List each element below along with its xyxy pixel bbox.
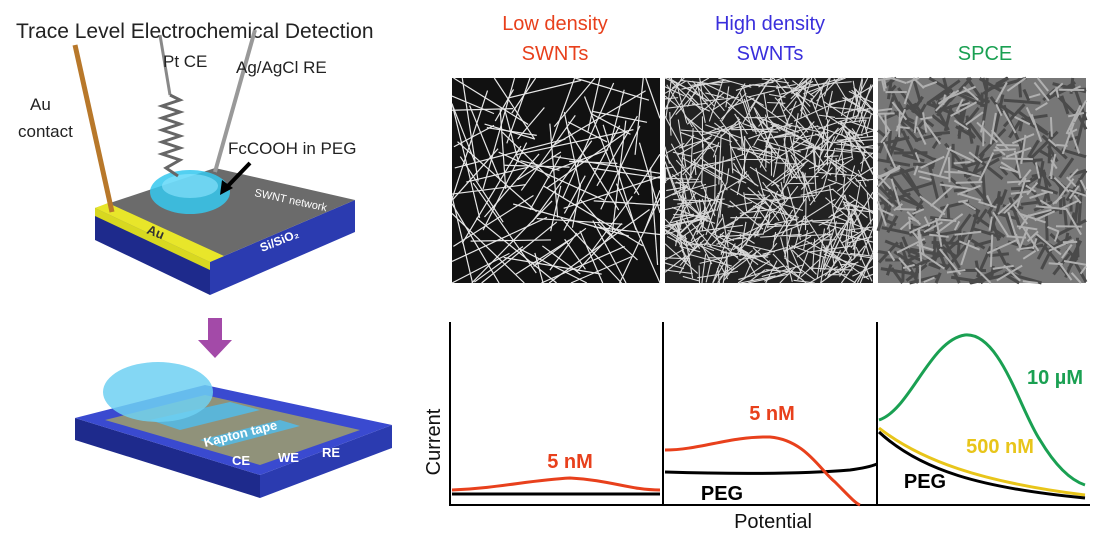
texture	[885, 114, 886, 137]
curve-label: 10 µM	[1027, 367, 1083, 389]
label: Si/SiO₂	[91, 458, 137, 482]
axis-label: Current	[423, 408, 445, 475]
texture	[991, 235, 992, 267]
title: Trace Level Electrochemical Detection	[16, 20, 374, 43]
texture	[913, 164, 934, 165]
texture	[896, 209, 917, 210]
texture	[956, 182, 983, 183]
label: WE	[278, 450, 299, 465]
label: Au	[30, 95, 51, 114]
texture	[878, 113, 895, 114]
curve-label: PEG	[904, 471, 946, 493]
texture	[835, 118, 870, 119]
panel-title: Low density	[502, 13, 608, 35]
panel-title: SWNTs	[522, 43, 589, 65]
curve-label: 5 nM	[547, 451, 593, 473]
sem-images	[452, 78, 1086, 283]
label: RE	[322, 445, 340, 460]
label: Pt CE	[163, 52, 207, 71]
texture	[993, 149, 1015, 150]
texture	[986, 78, 987, 101]
panel-title: SWNTs	[737, 43, 804, 65]
label: CE	[232, 453, 250, 468]
label: contact	[18, 122, 73, 141]
texture	[949, 157, 950, 182]
curve-label: 5 nM	[749, 403, 795, 425]
arrow	[198, 318, 232, 358]
texture	[1051, 164, 1052, 179]
panel-title: High density	[715, 13, 825, 35]
texture	[1051, 117, 1052, 137]
texture	[766, 140, 767, 168]
axis-label: Potential	[734, 511, 812, 533]
figure: Trace Level Electrochemical Detection Au…	[0, 0, 1094, 534]
texture	[806, 199, 807, 230]
label: FcCOOH in PEG	[228, 139, 356, 158]
curve-label: PEG	[701, 483, 743, 505]
label: Ag/AgCl RE	[236, 58, 327, 77]
texture	[1056, 145, 1067, 146]
curve-label: 500 nM	[966, 436, 1034, 458]
texture	[1002, 158, 1033, 159]
panel-title: SPCE	[958, 43, 1012, 65]
